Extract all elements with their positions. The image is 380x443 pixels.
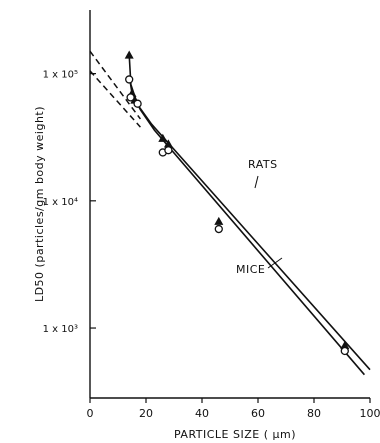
mouse-data-point (340, 346, 349, 356)
mice-leader-line (267, 257, 283, 269)
extrapolation-rats (89, 50, 142, 120)
x-tick-label: 80 (307, 407, 321, 420)
x-tick-label: 0 (87, 407, 94, 420)
x-tick-label: 20 (139, 407, 153, 420)
x-axis-title: PARTICLE SIZE ( μm) (174, 428, 296, 441)
series-label-mice: MICE (236, 263, 265, 276)
rat-data-point (340, 340, 350, 350)
mouse-data-point (164, 146, 173, 155)
chart-labels: RATS MICE PARTICLE SIZE ( μm) LD50 (particl… (33, 106, 296, 441)
rat-data-point (158, 133, 168, 142)
mouse-data-point (214, 224, 223, 234)
fit-curve-rats (128, 54, 371, 371)
axes: 0 20 40 60 80 100 1 x 10³ 1 x 10⁴ 1 x 10⁵ (43, 10, 380, 420)
y-tick-label: 1 x 10³ (43, 324, 78, 335)
mouse-data-point (125, 75, 134, 84)
mouse-data-point (133, 99, 142, 108)
rat-data-point (124, 50, 134, 59)
y-tick-label: 1 x 10⁵ (43, 70, 78, 81)
x-tick-label: 100 (360, 407, 380, 420)
data-points (124, 50, 350, 356)
rats-leader-line (254, 175, 259, 189)
rat-data-point (163, 139, 173, 148)
x-tick-label: 40 (195, 407, 209, 420)
y-axis-title: LD50 (particles/gm body weight) (33, 106, 46, 302)
y-tick-label: 1 x 10⁴ (43, 197, 78, 208)
mouse-data-point (126, 93, 135, 102)
series-label-rats: RATS (248, 158, 278, 171)
rat-data-point (214, 216, 224, 225)
extrapolation-mice (89, 70, 141, 128)
fit-curve-mice (129, 79, 366, 376)
x-tick-label: 60 (251, 407, 265, 420)
